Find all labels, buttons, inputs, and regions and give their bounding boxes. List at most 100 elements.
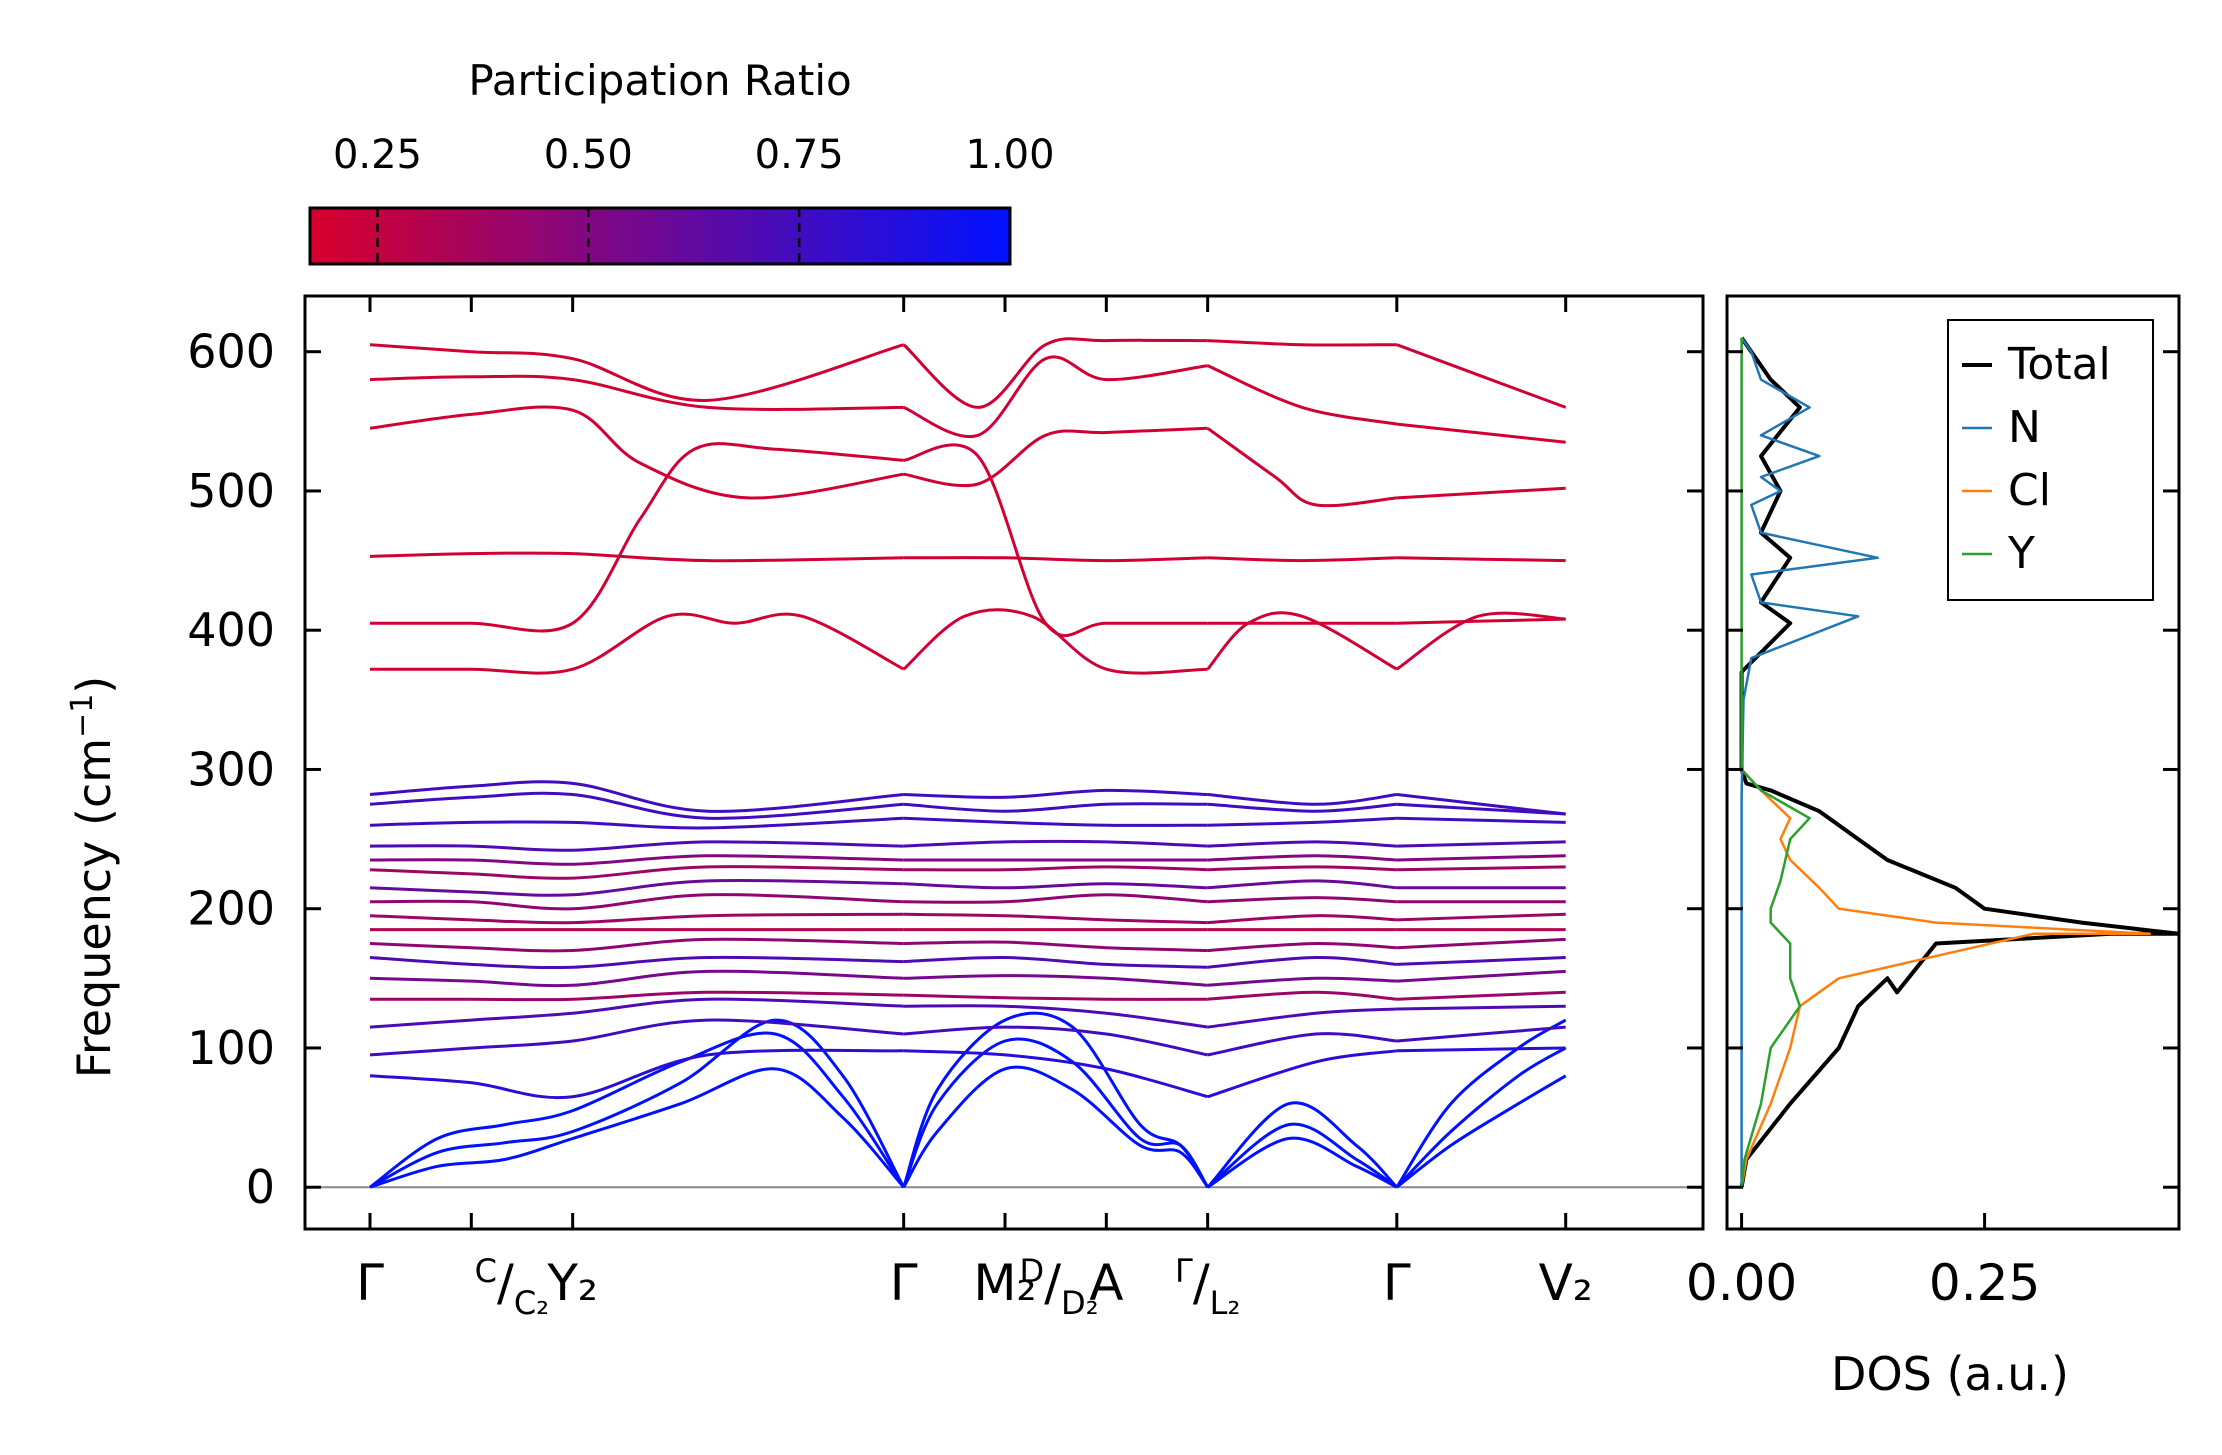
- dos-series-total: [1739, 336, 2179, 1188]
- phonon-band: [369, 969, 904, 988]
- phonon-band: [1396, 422, 1566, 444]
- phonon-band: [1396, 816, 1566, 824]
- phonon-band: [369, 1031, 905, 1189]
- phonon-band: [1396, 1004, 1566, 1011]
- colorbar-tick-label: 1.00: [965, 132, 1054, 178]
- phonon-band: [369, 865, 904, 880]
- dos-x-tick-label: 0.25: [1929, 1254, 2040, 1312]
- phonon-band: [1207, 914, 1397, 925]
- phonon-band: [1396, 956, 1566, 966]
- legend-label-cl: Cl: [2008, 465, 2051, 516]
- phonon-band: [903, 426, 1208, 488]
- phonon-band: [903, 443, 1208, 638]
- phonon-band: [369, 612, 905, 675]
- phonon-band: [369, 955, 904, 970]
- colorbar: Participation Ratio 0.25 0.50 0.75 1.00: [308, 56, 1055, 266]
- phonon-band: [902, 1065, 1209, 1189]
- phonon-band: [1396, 343, 1567, 409]
- phonon-band: [903, 1025, 1208, 1057]
- phonon-band: [903, 1049, 1209, 1099]
- phonon-band: [902, 337, 1208, 409]
- kpoint-label: A: [1089, 1254, 1123, 1312]
- phonon-band: [1207, 1032, 1397, 1057]
- phonon-band: [903, 912, 1208, 925]
- phonon-band: [1207, 1049, 1397, 1099]
- phonon-band: [1396, 1046, 1566, 1053]
- kpoint-label: Γ: [1383, 1254, 1411, 1312]
- y-tick-label: 0: [246, 1160, 275, 1214]
- phonon-band: [903, 865, 1208, 872]
- phonon-band: [1396, 793, 1566, 816]
- band-lines: [307, 337, 1701, 1189]
- phonon-band: [1396, 865, 1566, 872]
- phonon-band: [1207, 941, 1397, 952]
- phonon-band: [1207, 879, 1397, 890]
- y-tick-label: 400: [187, 603, 275, 657]
- legend-label-y: Y: [2007, 528, 2035, 579]
- phonon-band: [902, 608, 1208, 675]
- phonon-band: [1207, 865, 1397, 872]
- colorbar-tick-label: 0.50: [544, 132, 633, 178]
- phonon-band: [1396, 1025, 1566, 1043]
- dos-series-n: [1740, 337, 1879, 1188]
- colorbar-ticks: 0.25 0.50 0.75 1.00: [333, 132, 1055, 264]
- dos-series-cl: [1740, 768, 2152, 1188]
- kpoint-label: Y₂: [546, 1254, 598, 1312]
- phonon-band: [1207, 339, 1397, 347]
- phonon-band: [903, 355, 1208, 439]
- y-tick-label: 200: [187, 882, 275, 936]
- kpoint-label: M₂: [973, 1254, 1036, 1312]
- phonon-band: [902, 1011, 1209, 1189]
- phonon-band: [369, 997, 904, 1029]
- kpoint-label: D/D₂: [1020, 1252, 1099, 1322]
- phonon-band: [1395, 1046, 1567, 1189]
- phonon-band: [369, 840, 904, 852]
- phonon-band: [1207, 840, 1397, 848]
- phonon-band: [1395, 611, 1566, 671]
- phonon-band: [1207, 896, 1397, 904]
- y-axis-label-main: Frequency (cm: [67, 738, 121, 1078]
- dos-panel: 0.00 0.25 DOS (a.u.) Total N Cl Y: [1686, 294, 2181, 1401]
- dos-plot-frame: [1725, 294, 2181, 1231]
- phonon-band: [1207, 976, 1397, 987]
- phonon-band: [369, 551, 904, 563]
- dos-legend: Total N Cl Y: [1947, 319, 2154, 601]
- colorbar-tick-label: 0.75: [755, 132, 844, 178]
- phonon-band: [1396, 486, 1566, 500]
- phonon-band: [903, 974, 1208, 987]
- kpoint-label: Γ: [890, 1254, 918, 1312]
- phonon-band: [369, 854, 904, 866]
- phonon-band: [1395, 1074, 1567, 1189]
- phonon-band: [369, 405, 904, 500]
- phonon-band: [1206, 1122, 1398, 1189]
- phonon-band: [1206, 1101, 1398, 1189]
- phonon-band: [369, 937, 904, 953]
- phonon-band: [1396, 937, 1566, 950]
- kpoint-label: C/C₂: [475, 1252, 549, 1322]
- y-tick-label: 600: [187, 325, 275, 379]
- phonon-band: [369, 374, 904, 411]
- kpoint-label: Γ/L₂: [1175, 1252, 1240, 1322]
- dos-ticks: 0.00 0.25: [1686, 350, 2179, 1312]
- phonon-band: [369, 1018, 906, 1189]
- phonon-band: [903, 893, 1208, 904]
- phonon-band: [1395, 1018, 1567, 1189]
- phonon-band: [370, 990, 904, 1002]
- legend-label-total: Total: [2007, 339, 2111, 390]
- colorbar-gradient: [308, 206, 1012, 266]
- phonon-band: [1207, 990, 1397, 1001]
- kpoint-label: V₂: [1539, 1254, 1593, 1312]
- dos-lines: [1739, 336, 2179, 1188]
- phonon-band: [1207, 955, 1397, 969]
- phonon-band: [1396, 990, 1566, 1001]
- phonon-band: [1206, 611, 1398, 671]
- phonon-band: [903, 955, 1208, 969]
- dos-x-axis-label: DOS (a.u.): [1831, 1347, 2069, 1401]
- phonon-band: [903, 802, 1208, 813]
- phonon-band: [1396, 617, 1566, 625]
- legend-label-n: N: [2008, 402, 2041, 453]
- phonon-band: [1396, 840, 1566, 848]
- phonon-band: [903, 993, 1208, 1001]
